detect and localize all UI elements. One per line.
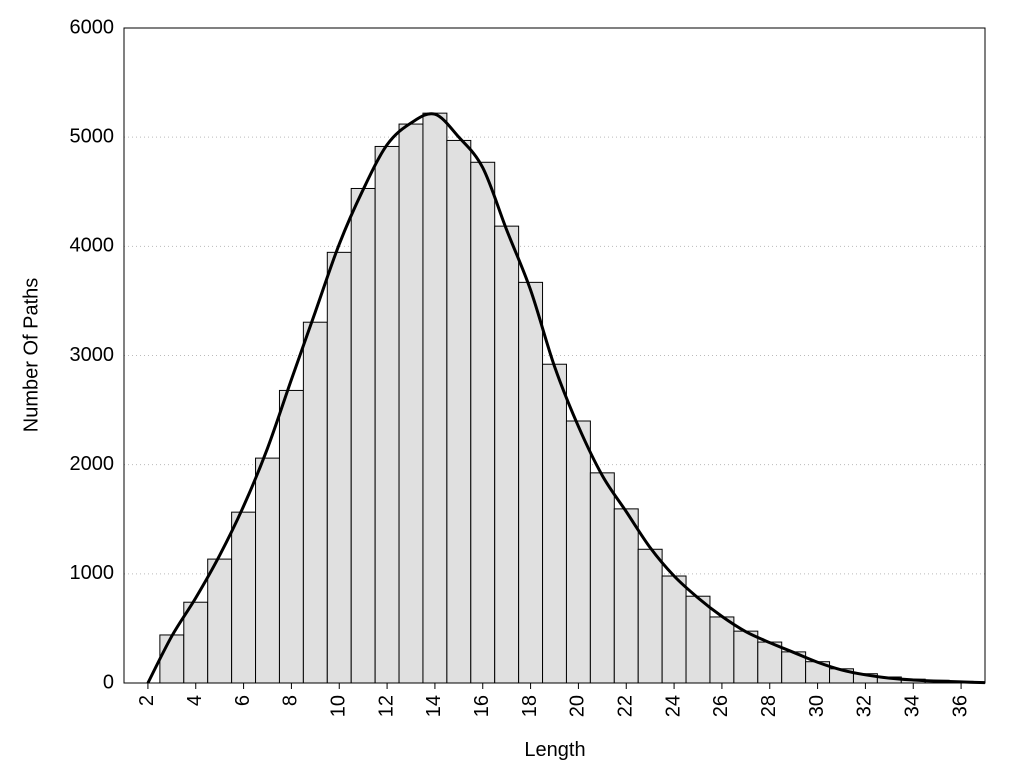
- x-tick-label: 30: [806, 695, 828, 717]
- bar: [278, 389, 304, 684]
- x-tick-label: 4: [184, 695, 206, 706]
- bar: [613, 508, 639, 684]
- bar: [207, 558, 233, 684]
- y-axis-label: Number Of Paths: [20, 278, 42, 433]
- bar: [709, 616, 735, 684]
- x-tick-label: 22: [615, 695, 637, 717]
- bar: [231, 511, 257, 684]
- x-tick-label: 32: [854, 695, 876, 717]
- x-tick-label: 2: [136, 695, 158, 706]
- bar: [446, 139, 472, 684]
- bar: [685, 595, 711, 684]
- bar: [637, 548, 663, 684]
- x-tick-label: 8: [280, 695, 302, 706]
- bar: [183, 601, 209, 684]
- x-tick-label: 12: [375, 695, 397, 717]
- x-tick-label: 24: [662, 695, 684, 717]
- x-tick-label: 18: [519, 695, 541, 717]
- bar: [470, 161, 496, 684]
- bar: [518, 281, 544, 684]
- bar: [350, 187, 376, 684]
- y-tick-label: 4000: [70, 235, 115, 257]
- bar: [733, 630, 759, 684]
- bar: [422, 112, 448, 684]
- x-tick-label: 28: [758, 695, 780, 717]
- y-tick-label: 2000: [70, 453, 115, 475]
- x-tick-label: 20: [567, 695, 589, 717]
- density-curve: [146, 112, 986, 685]
- bar: [661, 575, 687, 684]
- bar: [398, 123, 424, 684]
- bar: [326, 251, 352, 684]
- bar: [374, 145, 400, 684]
- bar: [565, 420, 591, 684]
- x-tick-label: 36: [949, 695, 971, 717]
- x-axis-label: Length: [524, 739, 585, 761]
- bar: [542, 363, 567, 684]
- plot-frame: [123, 27, 986, 684]
- y-tick-label: 3000: [70, 344, 115, 366]
- x-tick-label: 6: [232, 695, 254, 706]
- y-tick-label: 1000: [70, 562, 115, 584]
- x-tick-label: 26: [710, 695, 732, 717]
- x-tick-label: 10: [328, 695, 350, 717]
- y-tick-label: 0: [103, 671, 114, 693]
- bar: [589, 472, 615, 684]
- bar: [302, 321, 328, 684]
- bar: [255, 457, 280, 684]
- x-tick-label: 34: [902, 695, 924, 717]
- y-tick-label: 5000: [70, 125, 115, 147]
- bar: [757, 641, 783, 684]
- y-tick-label: 6000: [70, 16, 115, 38]
- bar: [494, 225, 520, 684]
- bar: [159, 634, 185, 684]
- x-tick-label: 14: [423, 695, 445, 717]
- x-tick-label: 16: [471, 695, 493, 717]
